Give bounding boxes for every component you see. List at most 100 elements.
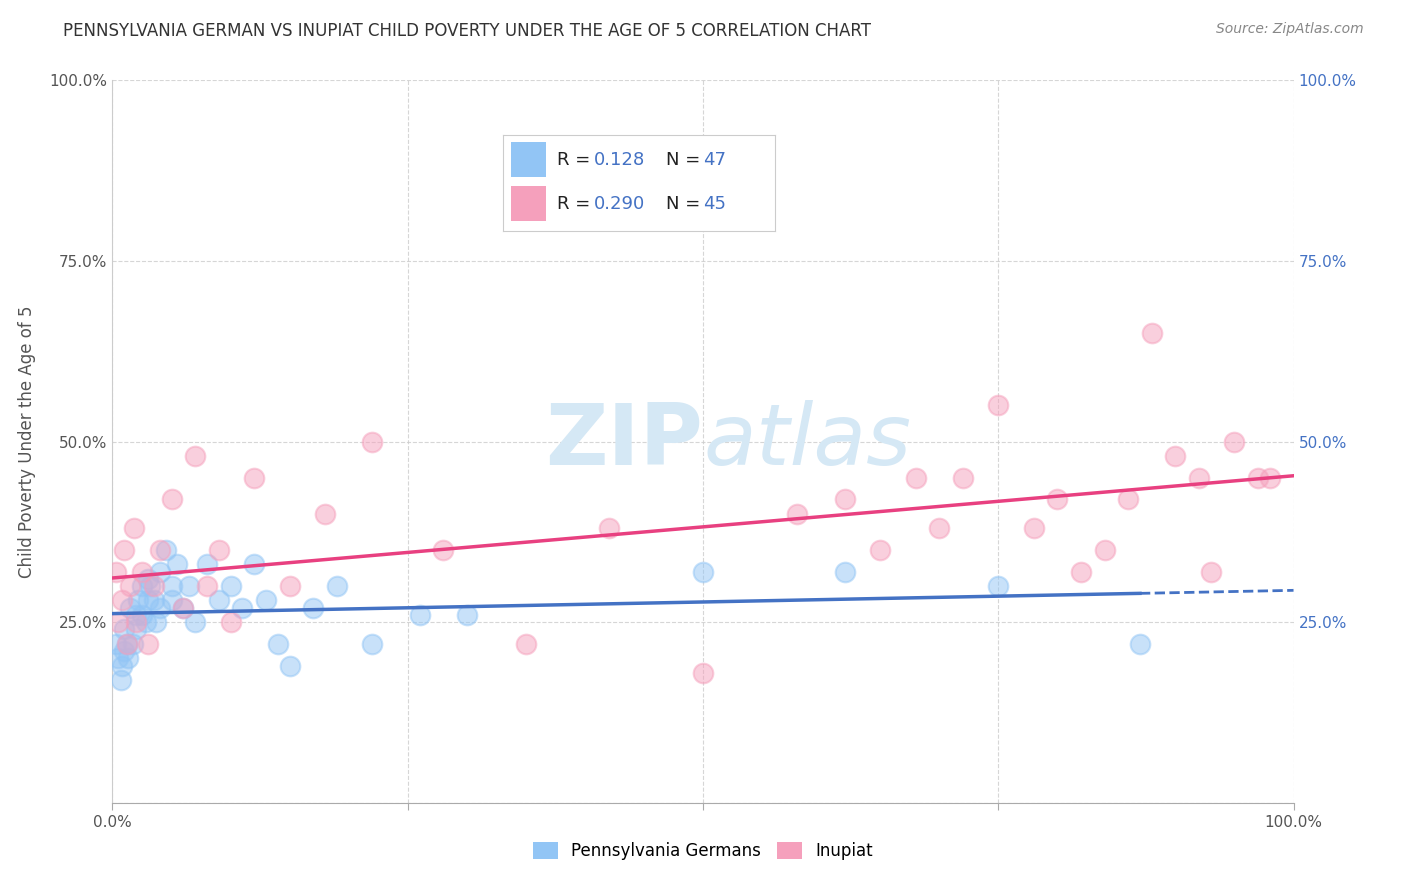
Point — [184, 449, 207, 463]
Point — [1140, 326, 1163, 340]
Text: 0.128: 0.128 — [593, 151, 645, 169]
Bar — [510, 142, 546, 177]
Point — [1094, 542, 1116, 557]
Point — [1022, 521, 1045, 535]
Point — [278, 658, 301, 673]
Point — [107, 615, 129, 630]
Point — [1046, 492, 1069, 507]
Point — [117, 651, 139, 665]
Point — [987, 398, 1010, 412]
Point — [219, 615, 242, 630]
Text: ZIP: ZIP — [546, 400, 703, 483]
Point — [131, 565, 153, 579]
Point — [1116, 492, 1139, 507]
Point — [112, 644, 135, 658]
Point — [115, 637, 138, 651]
Point — [314, 507, 336, 521]
Point — [145, 615, 167, 630]
Point — [231, 600, 253, 615]
Point — [149, 542, 172, 557]
Point — [515, 637, 537, 651]
Point — [135, 615, 157, 630]
Point — [136, 593, 159, 607]
Point — [112, 623, 135, 637]
Point — [1223, 434, 1246, 449]
Point — [105, 565, 128, 579]
Text: R =: R = — [557, 151, 596, 169]
Text: 45: 45 — [703, 194, 725, 213]
Point — [120, 579, 142, 593]
Point — [120, 600, 142, 615]
Point — [786, 507, 808, 521]
Point — [122, 521, 145, 535]
Point — [1129, 637, 1152, 651]
Point — [408, 607, 430, 622]
Point — [361, 637, 384, 651]
Point — [160, 593, 183, 607]
Point — [149, 600, 172, 615]
Point — [111, 593, 134, 607]
Point — [208, 593, 231, 607]
Point — [131, 607, 153, 622]
Point — [139, 579, 162, 593]
Point — [219, 579, 242, 593]
Point — [1070, 565, 1092, 579]
Point — [131, 579, 153, 593]
Point — [195, 579, 218, 593]
Point — [952, 470, 974, 484]
Point — [125, 607, 148, 622]
Point — [267, 637, 290, 651]
Point — [987, 579, 1010, 593]
Point — [166, 558, 188, 572]
Point — [160, 492, 183, 507]
Point — [598, 521, 620, 535]
Point — [456, 607, 478, 622]
Point — [432, 542, 454, 557]
Point — [172, 600, 194, 615]
Point — [1199, 565, 1222, 579]
Point — [142, 579, 165, 593]
Point — [115, 637, 138, 651]
Point — [302, 600, 325, 615]
Point — [105, 637, 128, 651]
Point — [692, 565, 714, 579]
Point — [142, 593, 165, 607]
Y-axis label: Child Poverty Under the Age of 5: Child Poverty Under the Age of 5 — [18, 305, 35, 578]
Point — [361, 434, 384, 449]
Point — [243, 558, 266, 572]
Point — [834, 492, 856, 507]
Point — [125, 623, 148, 637]
Bar — [510, 186, 546, 221]
Point — [1247, 470, 1270, 484]
Text: 0.290: 0.290 — [593, 194, 645, 213]
Text: 47: 47 — [703, 151, 725, 169]
Point — [1164, 449, 1187, 463]
Text: N =: N = — [666, 194, 706, 213]
Point — [136, 572, 159, 586]
Point — [869, 542, 891, 557]
Point — [243, 470, 266, 484]
Point — [184, 615, 207, 630]
Point — [107, 651, 129, 665]
Point — [125, 615, 148, 630]
Point — [692, 665, 714, 680]
Point — [208, 542, 231, 557]
Point — [172, 600, 194, 615]
Text: Source: ZipAtlas.com: Source: ZipAtlas.com — [1216, 22, 1364, 37]
Point — [326, 579, 349, 593]
Legend: Pennsylvania Germans, Inupiat: Pennsylvania Germans, Inupiat — [526, 835, 880, 867]
Point — [278, 579, 301, 593]
Point — [111, 658, 134, 673]
Point — [112, 542, 135, 557]
Point — [195, 558, 218, 572]
Point — [179, 579, 201, 593]
Text: R =: R = — [557, 194, 596, 213]
Point — [160, 579, 183, 593]
Text: atlas: atlas — [703, 400, 911, 483]
Point — [928, 521, 950, 535]
Point — [149, 565, 172, 579]
Point — [254, 593, 277, 607]
Point — [1258, 470, 1281, 484]
Text: PENNSYLVANIA GERMAN VS INUPIAT CHILD POVERTY UNDER THE AGE OF 5 CORRELATION CHAR: PENNSYLVANIA GERMAN VS INUPIAT CHILD POV… — [63, 22, 872, 40]
Point — [110, 673, 132, 687]
